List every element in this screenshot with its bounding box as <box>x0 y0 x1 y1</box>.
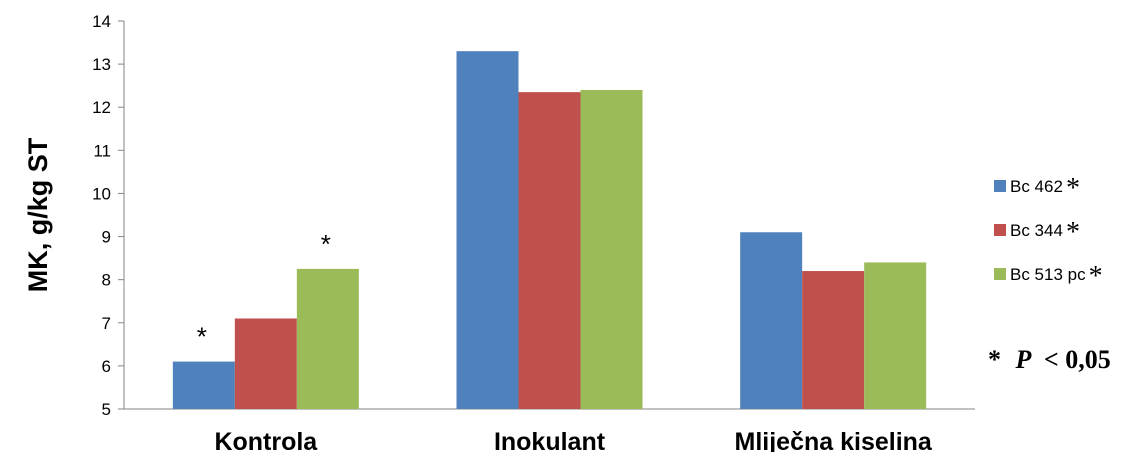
legend-label: Bc 462 <box>1010 177 1063 196</box>
labels: Kontrola Inokulant Mliječna kiselina * * <box>197 229 933 452</box>
bar-1-2 <box>456 51 519 410</box>
bar-3-1 <box>296 268 359 409</box>
y-tick-label: 8 <box>102 271 111 290</box>
y-tick-label: 6 <box>102 357 111 376</box>
legend-star: * <box>1089 261 1103 292</box>
legend-star: * <box>1066 217 1080 248</box>
bar-3-2 <box>580 89 643 409</box>
legend-label: Bc 513 pc <box>1010 265 1086 284</box>
legend-label: Bc 344 <box>1010 221 1063 240</box>
axes: 5 6 7 8 9 10 11 12 13 14 MK, g/kg ST <box>23 12 975 419</box>
y-tick-label: 10 <box>92 184 111 203</box>
note-star: * <box>988 345 1001 374</box>
bar-2-2 <box>518 92 581 409</box>
y-tick-label: 12 <box>92 98 111 117</box>
note-rest: < 0,05 <box>1044 345 1111 374</box>
legend: Bc 462 *Bc 344 *Bc 513 pc * <box>994 173 1103 292</box>
category-label: Kontrola <box>214 428 318 452</box>
significance-note: * P < 0,05 <box>988 345 1111 374</box>
y-tick-label: 11 <box>93 141 111 160</box>
y-tick-label: 7 <box>102 314 111 333</box>
y-tick-label: 13 <box>92 55 111 74</box>
category-label: Mliječna kiselina <box>735 428 933 452</box>
legend-swatch <box>994 180 1006 192</box>
y-tick-label: 5 <box>102 400 111 419</box>
bar-3-3 <box>864 262 927 409</box>
bar-1-1 <box>172 361 235 409</box>
bar-2-3 <box>802 271 865 409</box>
significance-star: * <box>321 229 331 259</box>
y-tick-label: 9 <box>102 228 111 247</box>
bar-1-3 <box>740 232 803 409</box>
note-p: P <box>1015 345 1033 374</box>
bars <box>172 51 927 410</box>
y-axis-label: MK, g/kg ST <box>23 137 53 292</box>
significance-star: * <box>197 322 207 352</box>
legend-swatch <box>994 224 1006 236</box>
bar-2-1 <box>234 318 297 409</box>
y-tick-label: 14 <box>92 12 111 31</box>
category-label: Inokulant <box>494 428 606 452</box>
legend-star: * <box>1066 173 1080 204</box>
legend-swatch <box>994 268 1006 280</box>
